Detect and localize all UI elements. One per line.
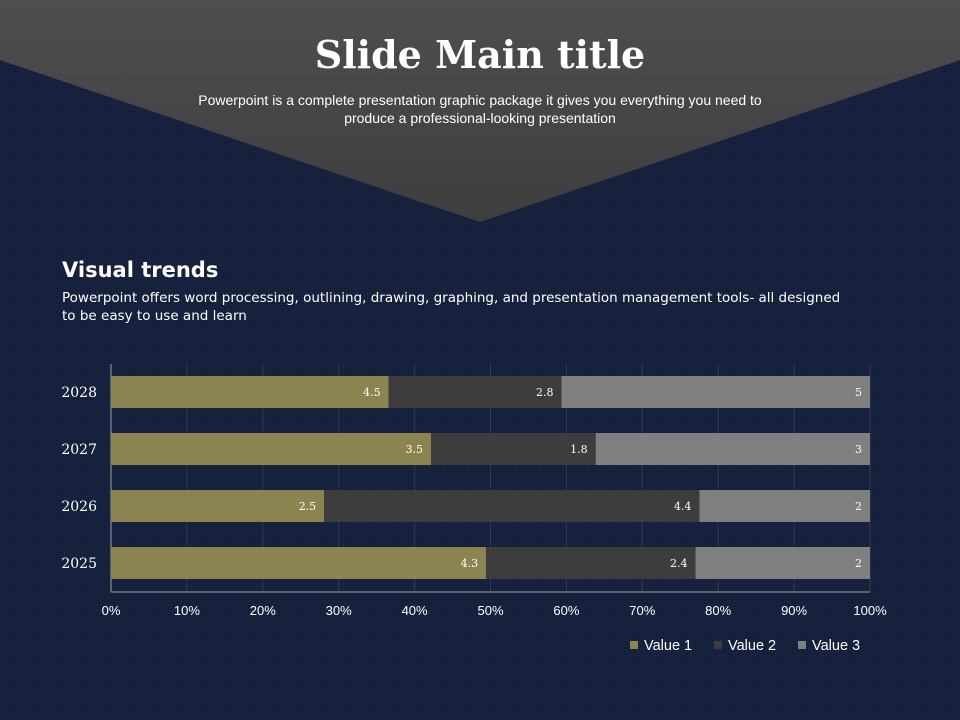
bar-segment xyxy=(699,490,870,522)
data-label: 3.5 xyxy=(406,443,424,456)
bar-segment xyxy=(431,433,596,465)
bar-segment xyxy=(111,376,389,408)
data-label: 1.8 xyxy=(570,443,588,456)
bar-segment xyxy=(111,547,487,579)
bar-segment xyxy=(324,490,700,522)
bar-segment xyxy=(486,547,696,579)
data-label: 2.4 xyxy=(670,557,688,570)
section-heading: Visual trends xyxy=(62,258,219,282)
x-tick-label: 60% xyxy=(553,603,579,618)
data-label: 5 xyxy=(855,386,862,399)
bar-segment xyxy=(111,490,325,522)
legend-label: Value 3 xyxy=(812,638,860,654)
slide-subtitle: Powerpoint is a complete presentation gr… xyxy=(198,92,762,126)
legend-swatch xyxy=(630,641,638,649)
bar-segment xyxy=(695,547,870,579)
slide-title: Slide Main title xyxy=(314,32,646,77)
x-tick-label: 90% xyxy=(781,603,807,618)
bar-segment xyxy=(595,433,870,465)
y-tick-label: 2027 xyxy=(61,442,97,458)
title-banner xyxy=(0,0,960,222)
x-tick-label: 30% xyxy=(326,603,352,618)
section-body: Powerpoint offers word processing, outli… xyxy=(62,290,841,324)
y-tick-label: 2026 xyxy=(61,499,97,515)
x-tick-label: 50% xyxy=(477,603,503,618)
data-label: 2 xyxy=(855,500,862,513)
data-label: 2 xyxy=(855,557,862,570)
data-label: 2.8 xyxy=(536,386,554,399)
bar-segment xyxy=(561,376,870,408)
data-label: 3 xyxy=(855,443,862,456)
x-tick-label: 40% xyxy=(402,603,428,618)
x-tick-label: 0% xyxy=(102,603,121,618)
data-label: 4.5 xyxy=(363,386,381,399)
y-tick-label: 2025 xyxy=(61,556,97,572)
x-tick-label: 20% xyxy=(250,603,276,618)
bar-segment xyxy=(111,433,432,465)
x-tick-label: 100% xyxy=(853,603,887,618)
data-label: 4.4 xyxy=(674,500,692,513)
legend-swatch xyxy=(798,641,806,649)
y-tick-label: 2028 xyxy=(61,385,97,401)
legend-label: Value 2 xyxy=(728,638,776,654)
x-tick-label: 10% xyxy=(174,603,200,618)
x-tick-label: 80% xyxy=(705,603,731,618)
legend-swatch xyxy=(714,641,722,649)
x-tick-label: 70% xyxy=(629,603,655,618)
legend-label: Value 1 xyxy=(644,638,692,654)
bar-segment xyxy=(388,376,562,408)
data-label: 2.5 xyxy=(299,500,317,513)
data-label: 4.3 xyxy=(461,557,479,570)
